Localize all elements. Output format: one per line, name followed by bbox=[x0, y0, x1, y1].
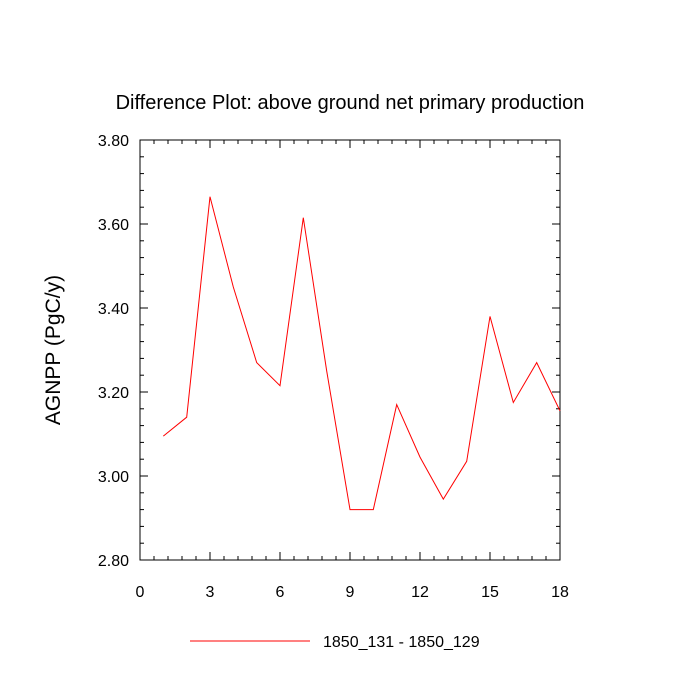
x-tick-label: 6 bbox=[276, 584, 285, 601]
x-tick-label: 9 bbox=[346, 584, 355, 601]
series-lines bbox=[162, 196, 561, 511]
legend: 1850_131 - 1850_129 bbox=[190, 634, 480, 651]
legend-label: 1850_131 - 1850_129 bbox=[323, 634, 480, 651]
y-tick-label: 3.20 bbox=[98, 385, 129, 402]
y-tick-label: 3.60 bbox=[98, 217, 129, 234]
x-tick-label: 3 bbox=[206, 584, 215, 601]
chart-title: Difference Plot: above ground net primar… bbox=[116, 92, 585, 114]
tick-labels: 0 3 6 9 12 15 18 2.80 3.00 3.20 3.40 3.60 3.80 bbox=[98, 133, 569, 601]
y-tick-label: 2.80 bbox=[98, 553, 129, 570]
x-tick-label: 15 bbox=[481, 584, 499, 601]
x-tick-label: 18 bbox=[551, 584, 569, 601]
x-tick-label: 12 bbox=[411, 584, 429, 601]
minor-ticks bbox=[140, 140, 560, 560]
x-tick-label: 0 bbox=[136, 584, 145, 601]
y-axis-label: AGNPP (PgC/y) bbox=[42, 275, 65, 425]
major-ticks bbox=[139, 139, 561, 561]
y-tick-label: 3.40 bbox=[98, 301, 129, 318]
y-tick-label: 3.80 bbox=[98, 133, 129, 150]
y-tick-label: 3.00 bbox=[98, 469, 129, 486]
series-line bbox=[162, 196, 561, 511]
plot-frame bbox=[139, 139, 561, 561]
